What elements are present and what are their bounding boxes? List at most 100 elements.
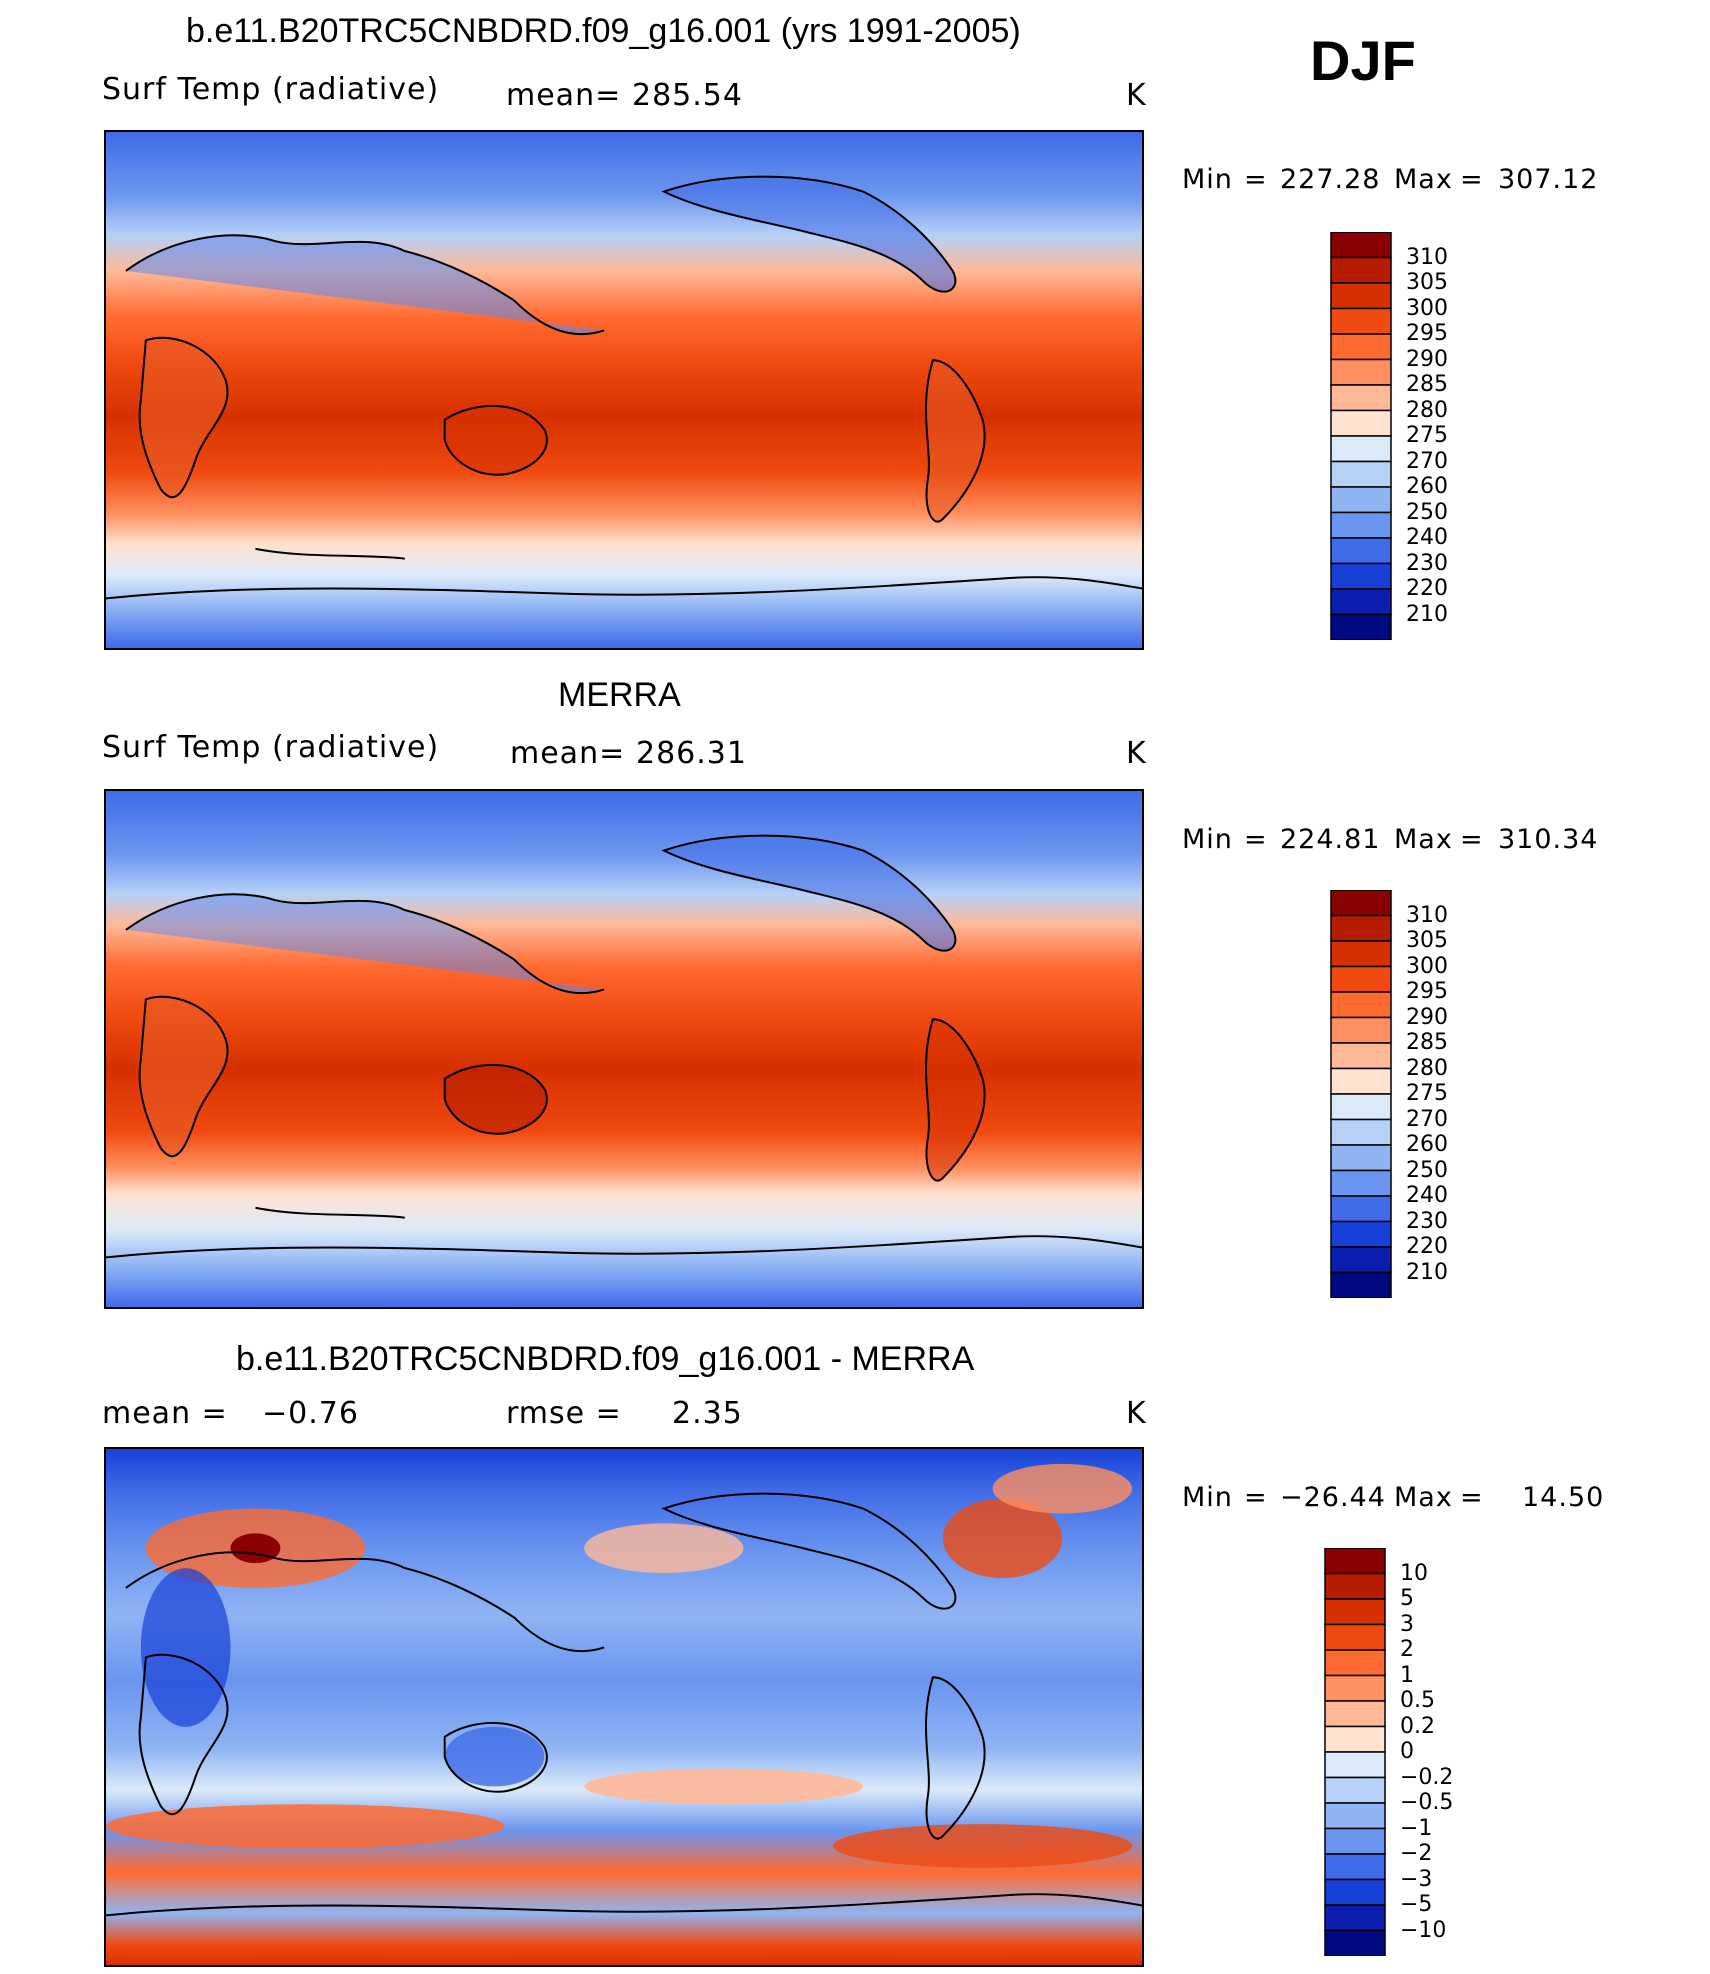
panel3-colorbar-tick-label: −0.2 — [1400, 1764, 1454, 1790]
panel1-colorbar-tick-label: 275 — [1406, 423, 1448, 448]
panel3-colorbar-tick-label: −2 — [1400, 1841, 1433, 1866]
panel2-colorbar-tick-label: 295 — [1406, 979, 1448, 1004]
panel3-colorbar-box — [1324, 1751, 1386, 1779]
panel3-colorbar-box — [1324, 1700, 1386, 1728]
panel1-colorbar-tick-label: 300 — [1406, 295, 1448, 321]
panel1-colorbar-tick-label: 220 — [1406, 576, 1448, 601]
panel3-colorbar-box — [1324, 1649, 1386, 1677]
panel3-land-shapes — [106, 1492, 1142, 1917]
panel1-colorbar — [1330, 232, 1392, 640]
panel1-colorbar-box — [1330, 232, 1392, 259]
panel1-colorbar-tick-label: 270 — [1406, 448, 1448, 474]
panel2-colorbar-box — [1330, 940, 1392, 968]
panel3-colorbar-tick-label: −1 — [1400, 1815, 1433, 1841]
panel1-variable-label: Surf Temp (radiative) — [102, 72, 440, 107]
panel3-colorbar-box — [1324, 1878, 1386, 1906]
panel3-colorbar-tick-label: 5 — [1400, 1586, 1414, 1611]
panel2-colorbar-box — [1330, 1067, 1392, 1095]
panel2-title: MERRA — [558, 676, 681, 714]
panel2-colorbar-box — [1330, 1093, 1392, 1121]
panel2-colorbar-box — [1330, 1042, 1392, 1070]
panel3-colorbar — [1324, 1548, 1386, 1956]
panel3-rmse-label: rmse = — [506, 1396, 622, 1431]
panel2-colorbar-tick-label: 240 — [1406, 1183, 1448, 1208]
panel2-colorbar-tick-label: 275 — [1406, 1081, 1448, 1106]
panel3-mean-value: −0.76 — [262, 1396, 359, 1431]
panel1-max-label: Max — [1394, 164, 1453, 195]
panel1-max-value: 307.12 — [1498, 164, 1599, 195]
panel2-colorbar-box — [1330, 1144, 1392, 1172]
panel3-colorbar-box — [1324, 1725, 1386, 1753]
panel3-colorbar-box — [1324, 1674, 1386, 1702]
panel2-colorbar-box — [1330, 1220, 1392, 1248]
panel2-max-eq: = — [1460, 824, 1484, 855]
panel2-colorbar-box — [1330, 1271, 1392, 1298]
panel1-colorbar-box — [1330, 333, 1392, 361]
panel1-colorbar-box — [1330, 460, 1392, 488]
panel1-colorbar-tick-label: 240 — [1406, 525, 1448, 550]
panel1-colorbar-box — [1330, 537, 1392, 565]
panel2-land-shapes — [106, 834, 1142, 1259]
panel3-colorbar-tick-label: 0.5 — [1400, 1688, 1435, 1713]
panel2-colorbar-box — [1330, 991, 1392, 1019]
panel1-colorbar-tick-label: 260 — [1406, 474, 1448, 499]
panel3-colorbar-box — [1324, 1827, 1386, 1855]
panel1-map — [104, 130, 1144, 650]
panel1-colorbar-box — [1330, 307, 1392, 335]
panel3-map — [104, 1447, 1144, 1967]
panel1-mean-value: 285.54 — [632, 78, 743, 113]
panel3-colorbar-box — [1324, 1572, 1386, 1600]
panel2-colorbar-tick-label: 210 — [1406, 1259, 1448, 1285]
panel2-colorbar-tick-label: 260 — [1406, 1132, 1448, 1157]
panel1-colorbar-tick-label: 290 — [1406, 346, 1448, 372]
panel1-colorbar-tick-label: 280 — [1406, 397, 1448, 423]
panel3-colorbar-tick-label: 2 — [1400, 1637, 1414, 1662]
panel1-min-eq: = — [1244, 164, 1268, 195]
panel2-colorbar-box — [1330, 1016, 1392, 1044]
panel2-colorbar-tick-label: 280 — [1406, 1055, 1448, 1081]
panel2-min-value: 224.81 — [1280, 824, 1381, 855]
panel2-colorbar-tick-label: 270 — [1406, 1106, 1448, 1132]
panel1-colorbar-tick-label: 230 — [1406, 550, 1448, 576]
panel1-colorbar-box — [1330, 256, 1392, 284]
panel1-colorbar-box — [1330, 588, 1392, 616]
panel2-colorbar-tick-label: 310 — [1406, 902, 1448, 928]
panel3-mean-label: mean = — [102, 1396, 228, 1431]
panel3-colorbar-tick-label: −3 — [1400, 1866, 1433, 1892]
panel2-max-value: 310.34 — [1498, 824, 1599, 855]
panel2-colorbar-tick-label: 300 — [1406, 953, 1448, 979]
panel2-units: K — [1126, 736, 1147, 771]
panel2-colorbar-tick-label: 250 — [1406, 1157, 1448, 1183]
panel3-colorbar-box — [1324, 1904, 1386, 1932]
panel1-colorbar-box — [1330, 562, 1392, 590]
panel3-colorbar-tick-label: 10 — [1400, 1560, 1428, 1586]
season-label: DJF — [1310, 29, 1416, 92]
panel1-colorbar-box — [1330, 486, 1392, 514]
panel2-mean-value: 286.31 — [636, 736, 747, 771]
panel2-colorbar-tick-label: 230 — [1406, 1208, 1448, 1234]
panel3-colorbar-box — [1324, 1598, 1386, 1626]
panel1-min-label: Min — [1182, 164, 1233, 195]
panel3-max-value: 14.50 — [1522, 1482, 1605, 1513]
panel3-colorbar-box — [1324, 1623, 1386, 1651]
panel1-colorbar-box — [1330, 282, 1392, 310]
panel1-colorbar-box — [1330, 511, 1392, 539]
panel1-colorbar-tick-label: 310 — [1406, 244, 1448, 270]
panel2-colorbar-box — [1330, 1195, 1392, 1223]
panel1-colorbar-tick-label: 285 — [1406, 372, 1448, 397]
panel3-colorbar-tick-label: 0.2 — [1400, 1713, 1435, 1739]
panel2-colorbar-tick-label: 305 — [1406, 928, 1448, 953]
panel3-min-label: Min — [1182, 1482, 1233, 1513]
panel2-colorbar-box — [1330, 890, 1392, 917]
panel1-mean-label: mean= — [506, 78, 622, 113]
panel1-min-value: 227.28 — [1280, 164, 1381, 195]
panel3-max-label: Max — [1394, 1482, 1453, 1513]
panel1-max-eq: = — [1460, 164, 1484, 195]
panel3-min-value: −26.44 — [1280, 1482, 1386, 1513]
panel2-colorbar-box — [1330, 1246, 1392, 1274]
panel3-units: K — [1126, 1396, 1147, 1431]
panel3-title: b.e11.B20TRC5CNBDRD.f09_g16.001 - MERRA — [236, 1340, 975, 1378]
panel3-colorbar-tick-label: −5 — [1400, 1892, 1433, 1917]
panel3-max-eq: = — [1460, 1482, 1484, 1513]
panel3-min-eq: = — [1244, 1482, 1268, 1513]
